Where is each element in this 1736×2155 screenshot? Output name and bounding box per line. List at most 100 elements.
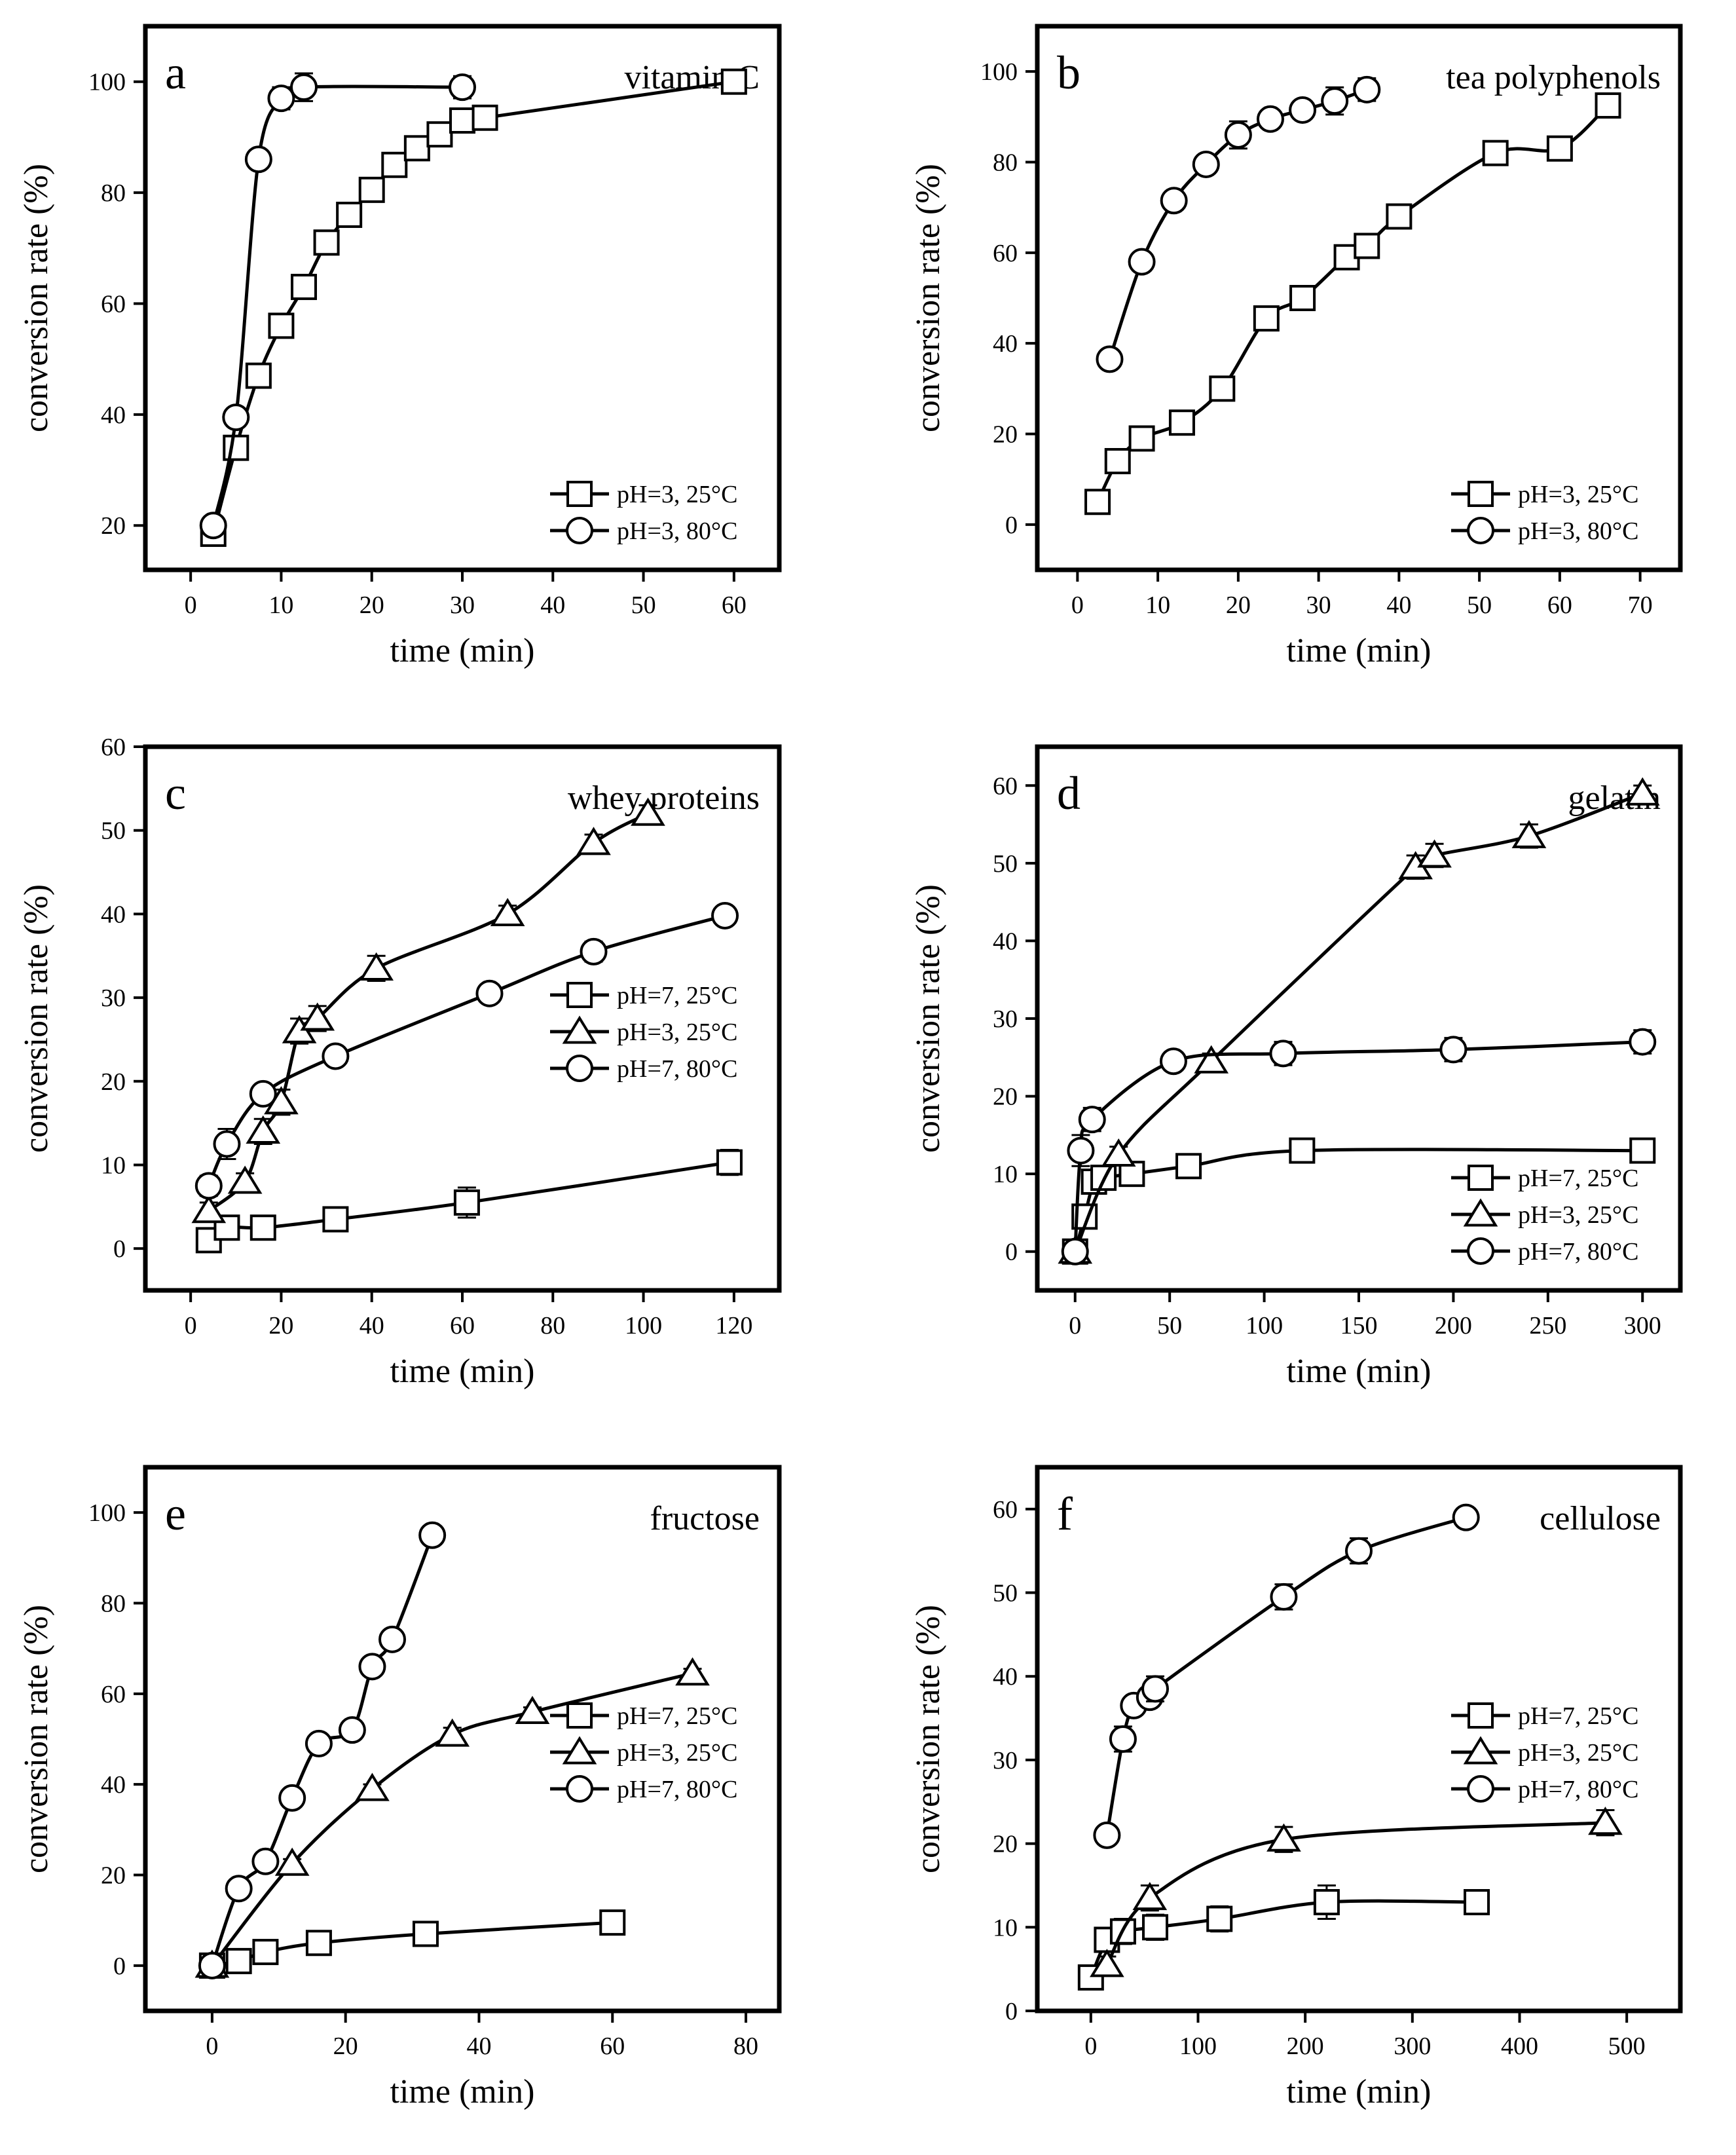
y-tick-label: 60 xyxy=(993,1496,1018,1524)
legend-label: pH=3, 25°C xyxy=(617,1739,737,1767)
data-point xyxy=(213,1130,241,1158)
x-axis-title: time (min) xyxy=(1287,2073,1431,2110)
data-point xyxy=(580,937,608,965)
data-point xyxy=(1464,1889,1490,1915)
x-tick-label: 10 xyxy=(268,591,293,619)
x-tick-label: 60 xyxy=(722,591,747,619)
data-point xyxy=(1439,1036,1468,1064)
legend-label: pH=3, 25°C xyxy=(1518,481,1638,508)
y-tick-label: 80 xyxy=(101,179,126,207)
data-point xyxy=(1345,1537,1373,1565)
data-point xyxy=(222,403,250,432)
data-point xyxy=(1353,75,1381,103)
y-tick-label: 50 xyxy=(993,1580,1018,1607)
data-point xyxy=(225,1875,253,1903)
x-tick-label: 200 xyxy=(1287,2033,1324,2060)
y-tick-label: 0 xyxy=(1005,1239,1018,1266)
data-point xyxy=(199,512,227,540)
data-point xyxy=(403,135,430,162)
data-point xyxy=(1269,1040,1297,1068)
data-point xyxy=(278,1784,306,1812)
series-circle xyxy=(198,1521,447,1979)
series-square xyxy=(198,1909,626,1979)
data-point xyxy=(290,73,318,102)
legend-marker xyxy=(566,982,593,1008)
data-point xyxy=(1629,1028,1657,1056)
data-point xyxy=(381,151,408,178)
x-tick-label: 100 xyxy=(1179,2033,1217,2060)
data-point xyxy=(453,1189,480,1216)
y-tick-label: 100 xyxy=(88,1499,126,1527)
x-tick-label: 0 xyxy=(206,2033,218,2060)
y-tick-label: 20 xyxy=(101,1068,126,1096)
data-point xyxy=(305,1729,333,1757)
data-point xyxy=(322,1042,350,1070)
plot-frame xyxy=(1035,24,1683,572)
data-point xyxy=(599,1909,626,1936)
data-point xyxy=(1142,1914,1169,1941)
data-point xyxy=(1595,92,1621,119)
legend-label: pH=7, 80°C xyxy=(617,1776,737,1803)
legend-label: pH=7, 25°C xyxy=(1518,1702,1638,1730)
panel-letter: c xyxy=(165,767,186,819)
data-point xyxy=(1224,121,1252,149)
y-axis-title: conversion rate (%) xyxy=(18,1605,55,1873)
y-tick-label: 0 xyxy=(113,1235,126,1263)
data-point xyxy=(1546,135,1573,162)
legend-label: pH=3, 25°C xyxy=(617,1019,737,1046)
data-point xyxy=(1588,1807,1623,1835)
data-point xyxy=(359,952,394,981)
panel-letter: a xyxy=(165,47,186,99)
y-tick-label: 50 xyxy=(993,850,1018,878)
data-point xyxy=(1629,1137,1656,1164)
legend-marker xyxy=(1468,1702,1494,1729)
panel-b: 0 10 20 30 40 50 60 70 0 20 40 60 80 100 time (min) con… xyxy=(910,24,1683,669)
y-axis-title: conversion rate (%) xyxy=(18,884,55,1153)
y-tick-label: 40 xyxy=(101,901,126,928)
legend-marker xyxy=(1463,1736,1498,1765)
data-point xyxy=(515,1695,550,1725)
legend-marker xyxy=(1468,1165,1494,1191)
data-point xyxy=(1289,96,1317,124)
data-point xyxy=(1192,150,1220,178)
y-axis-title: conversion rate (%) xyxy=(18,164,55,432)
series-triangle xyxy=(1090,1807,1623,1977)
data-point xyxy=(490,897,525,926)
data-point xyxy=(358,176,385,203)
data-point xyxy=(194,1172,223,1200)
data-point xyxy=(1175,1153,1202,1180)
panel-title: tea polyphenols xyxy=(1446,59,1661,96)
data-point xyxy=(1625,777,1660,806)
legend-label: pH=7, 80°C xyxy=(617,1055,737,1083)
data-point xyxy=(1168,409,1195,436)
series-circle xyxy=(1061,1028,1657,1265)
x-tick-label: 200 xyxy=(1435,1312,1472,1340)
x-tick-label: 40 xyxy=(360,1312,384,1340)
data-point xyxy=(1313,1889,1340,1915)
y-tick-label: 20 xyxy=(101,1862,126,1890)
data-point xyxy=(449,73,476,102)
y-tick-label: 0 xyxy=(113,1953,126,1980)
legend-label: pH=3, 80°C xyxy=(617,517,737,545)
x-tick-label: 400 xyxy=(1501,2033,1538,2060)
x-tick-label: 100 xyxy=(625,1312,662,1340)
series-square xyxy=(1084,92,1621,515)
panel-d: 0 50 100 150 200 250 300 0 10 20 30 40 50 60 time (min… xyxy=(910,744,1683,1390)
x-axis-title: time (min) xyxy=(1287,632,1431,669)
panel-c: 0 20 40 60 80 100 120 0 10 20 30 40 50 60 time (min) co… xyxy=(18,734,782,1390)
series-line xyxy=(212,80,735,534)
y-tick-label: 10 xyxy=(993,1161,1018,1188)
plot-frame xyxy=(1035,1465,1683,2014)
data-point xyxy=(1354,233,1380,259)
x-axis-title: time (min) xyxy=(1287,1353,1431,1390)
y-tick-label: 30 xyxy=(101,984,126,1012)
data-point xyxy=(1194,1045,1229,1074)
y-tick-label: 20 xyxy=(993,1831,1018,1858)
data-point xyxy=(358,1653,386,1681)
data-point xyxy=(412,1921,439,1947)
data-point xyxy=(223,434,249,461)
data-point xyxy=(1141,1675,1170,1703)
y-tick-label: 20 xyxy=(993,421,1018,449)
x-tick-label: 60 xyxy=(1547,591,1572,619)
data-point xyxy=(1159,1047,1187,1076)
